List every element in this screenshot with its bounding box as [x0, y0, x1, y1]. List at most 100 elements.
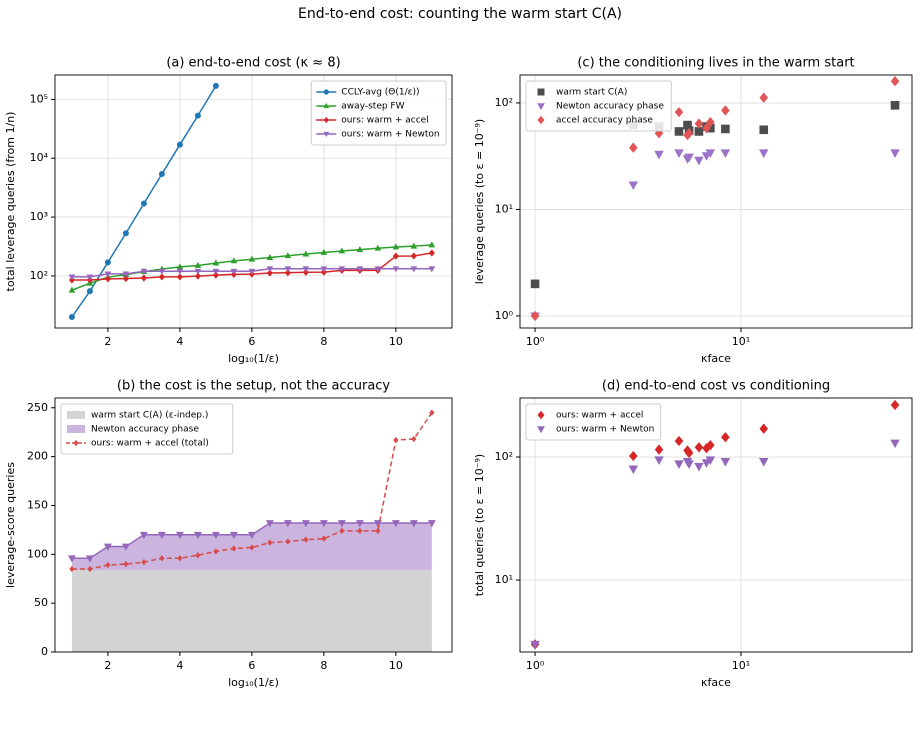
x-tick-label: 10 — [389, 659, 403, 672]
marker — [302, 250, 310, 257]
legend-label: ours: warm + Newton — [341, 130, 439, 140]
y-tick-label: 10² — [30, 269, 48, 282]
marker — [355, 520, 364, 528]
marker — [140, 200, 147, 207]
marker — [392, 266, 400, 273]
marker — [69, 565, 75, 573]
x-tick-label: 10¹ — [732, 659, 750, 672]
legend-label: warm start C(A) — [556, 88, 627, 98]
marker — [530, 310, 540, 322]
marker — [212, 259, 220, 266]
marker — [890, 399, 900, 411]
marker — [705, 456, 716, 465]
marker — [85, 555, 94, 563]
marker — [104, 259, 111, 266]
y-tick-label: 10¹ — [495, 573, 513, 586]
legend-label: Newton accuracy phase — [91, 425, 199, 435]
marker — [122, 230, 129, 237]
marker — [674, 460, 684, 470]
marker — [230, 257, 238, 264]
marker — [428, 266, 436, 273]
marker — [177, 555, 183, 562]
marker — [629, 450, 638, 462]
marker — [176, 263, 184, 270]
panel-title: (c) the conditioning lives in the warm s… — [577, 56, 854, 71]
legend-label: ours: warm + accel (total) — [91, 439, 209, 449]
marker — [702, 122, 711, 134]
marker — [212, 82, 219, 89]
legend-label: ours: warm + accel — [556, 411, 643, 421]
marker — [139, 531, 148, 540]
marker — [530, 640, 540, 650]
x-tick-label: 10⁰ — [526, 659, 545, 672]
marker — [374, 266, 382, 273]
marker — [628, 465, 639, 475]
marker — [193, 531, 202, 540]
y-tick-label: 250 — [27, 401, 48, 414]
marker — [73, 439, 79, 447]
marker — [229, 531, 238, 540]
marker — [537, 103, 545, 111]
legend-swatch — [67, 425, 85, 433]
marker — [674, 106, 684, 118]
marker — [392, 252, 399, 260]
marker — [759, 125, 769, 135]
plot-frame — [519, 397, 913, 653]
marker — [266, 269, 273, 277]
marker — [248, 268, 256, 275]
y-tick-label: 10³ — [30, 210, 48, 223]
marker — [684, 447, 694, 459]
marker — [428, 241, 436, 248]
marker — [68, 274, 76, 281]
x-axis-label: log₁₀(1/ε) — [228, 676, 279, 689]
marker — [323, 131, 330, 138]
marker — [321, 535, 327, 542]
x-axis-label: κface — [701, 352, 731, 365]
marker — [721, 124, 730, 134]
y-tick-label: 10⁵ — [30, 92, 48, 105]
x-tick-label: 10¹ — [732, 335, 750, 348]
x-axis-label: κface — [701, 676, 731, 689]
marker — [628, 181, 639, 191]
y-tick-label: 100 — [27, 547, 48, 560]
marker — [176, 273, 183, 281]
y-axis-label: leverage-score queries — [4, 462, 17, 588]
marker — [694, 118, 704, 129]
area — [71, 569, 432, 652]
marker — [122, 271, 130, 278]
marker — [194, 272, 201, 280]
marker — [720, 149, 731, 158]
marker — [123, 560, 129, 568]
marker — [537, 410, 545, 420]
panel-title: (a) end-to-end cost (κ ≈ 8) — [166, 56, 340, 71]
legend-box — [60, 403, 234, 455]
legend-label: ours: warm + Newton — [556, 425, 654, 435]
legend-swatch — [67, 411, 85, 419]
y-tick-label: 10⁴ — [30, 151, 49, 164]
plot-frame — [519, 74, 913, 329]
marker — [410, 242, 418, 249]
legend-label: Newton accuracy phase — [556, 102, 664, 112]
marker — [890, 101, 900, 110]
marker — [694, 156, 704, 166]
y-tick-label: 0 — [41, 645, 48, 658]
marker — [629, 142, 638, 153]
marker — [721, 105, 730, 116]
y-axis-label: leverage queries (to ε = 10⁻⁹) — [473, 119, 486, 284]
marker — [683, 120, 692, 130]
marker — [375, 527, 381, 534]
marker — [103, 543, 112, 551]
marker — [122, 274, 129, 283]
marker — [157, 531, 166, 540]
plot-frame — [54, 74, 453, 329]
marker — [284, 252, 292, 259]
marker — [121, 543, 130, 551]
marker — [301, 520, 310, 528]
marker — [323, 102, 330, 109]
marker — [694, 442, 704, 453]
marker — [356, 266, 364, 273]
marker — [104, 271, 112, 278]
legend-label: accel accuracy phase — [556, 116, 653, 126]
marker — [87, 565, 93, 573]
